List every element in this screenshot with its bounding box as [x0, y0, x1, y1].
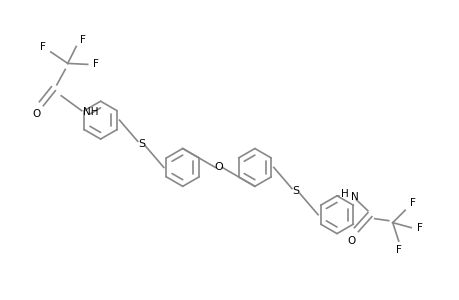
Text: F: F — [416, 223, 422, 232]
Text: H: H — [341, 189, 348, 199]
Text: O: O — [33, 109, 41, 119]
Text: F: F — [79, 34, 85, 44]
Text: NH: NH — [83, 107, 98, 117]
Text: F: F — [409, 198, 415, 208]
Text: F: F — [40, 42, 46, 52]
Text: F: F — [93, 59, 99, 69]
Text: F: F — [395, 245, 401, 255]
Text: N: N — [351, 192, 358, 202]
Text: O: O — [347, 236, 355, 246]
Text: O: O — [214, 162, 223, 172]
Text: S: S — [292, 186, 299, 196]
Text: S: S — [138, 139, 145, 149]
